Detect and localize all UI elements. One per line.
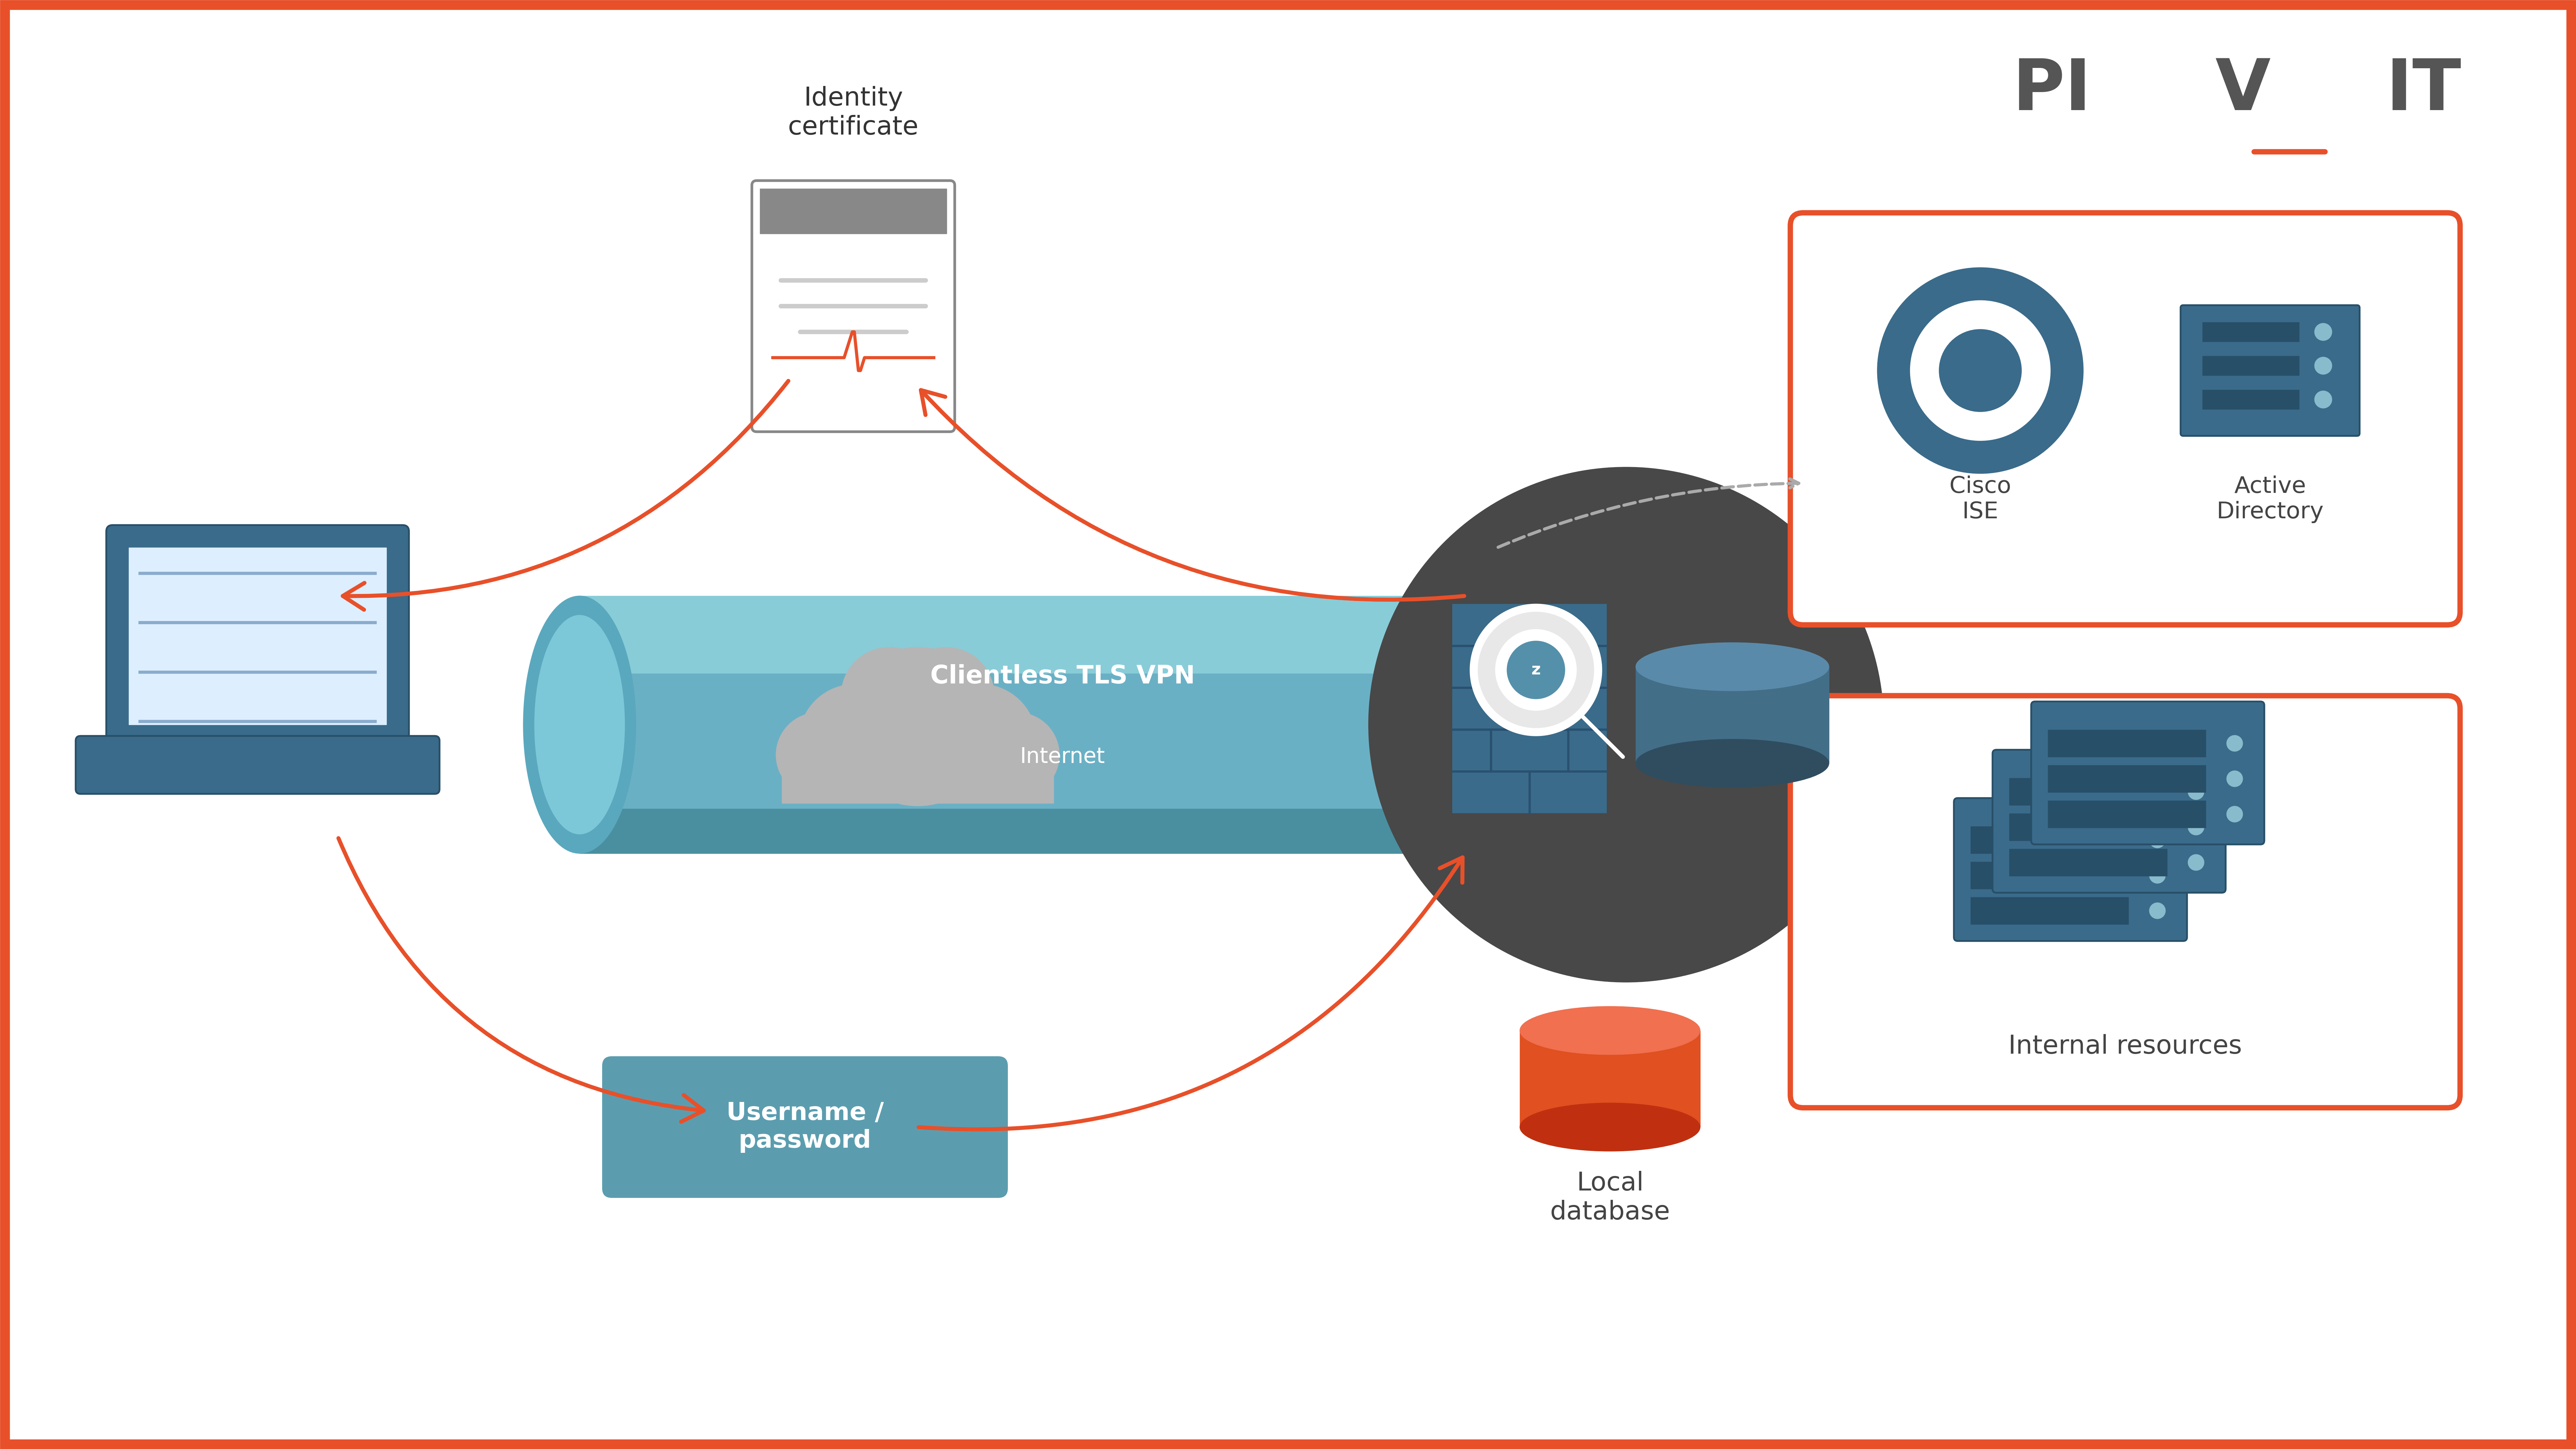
Circle shape (837, 648, 997, 806)
Text: Cisco
ISE: Cisco ISE (1950, 475, 2012, 523)
Bar (1971, 862, 2128, 888)
Ellipse shape (1636, 739, 1829, 787)
Circle shape (2148, 832, 2166, 848)
Text: Local
database: Local database (1551, 1171, 1669, 1224)
Circle shape (1494, 629, 1577, 710)
Bar (2202, 356, 2300, 375)
Ellipse shape (1636, 642, 1829, 691)
Bar (2202, 322, 2300, 342)
FancyBboxPatch shape (603, 1056, 1007, 1198)
Circle shape (1471, 604, 1602, 736)
Bar (1674, 703, 1803, 748)
FancyBboxPatch shape (2179, 306, 2360, 436)
Text: Active
Directory: Active Directory (2215, 475, 2324, 523)
Circle shape (842, 648, 938, 743)
Bar (2048, 801, 2205, 827)
FancyBboxPatch shape (106, 525, 410, 748)
Circle shape (2148, 868, 2166, 884)
Text: z: z (1530, 662, 1540, 678)
Ellipse shape (1783, 703, 1824, 748)
Text: PI: PI (2012, 57, 2092, 125)
Bar (2009, 813, 2166, 840)
Ellipse shape (1654, 703, 1695, 748)
Circle shape (2187, 819, 2205, 835)
Bar (2009, 778, 2166, 806)
Circle shape (1507, 640, 1566, 698)
Circle shape (1940, 329, 2022, 412)
Circle shape (2313, 391, 2331, 409)
Circle shape (2226, 771, 2244, 787)
Ellipse shape (536, 616, 623, 835)
Text: Identity
certificate: Identity certificate (788, 85, 920, 141)
Circle shape (899, 648, 994, 743)
Bar (1453, 604, 1607, 813)
FancyArrowPatch shape (337, 838, 703, 1122)
Text: Username /
password: Username / password (726, 1101, 884, 1153)
Ellipse shape (1520, 1007, 1700, 1055)
Circle shape (2226, 806, 2244, 822)
Bar (580, 809, 1610, 853)
Bar (1971, 897, 2128, 924)
Bar (2009, 849, 2166, 877)
FancyBboxPatch shape (1790, 696, 2460, 1107)
Circle shape (2313, 323, 2331, 341)
Text: V: V (2215, 57, 2272, 125)
Bar (1520, 1030, 1700, 1127)
Circle shape (799, 684, 912, 797)
Bar (2048, 730, 2205, 756)
FancyBboxPatch shape (752, 181, 956, 432)
Ellipse shape (1520, 1103, 1700, 1151)
Circle shape (2313, 356, 2331, 374)
Text: IT: IT (2385, 57, 2463, 125)
Bar (1971, 826, 2128, 853)
Bar (129, 548, 386, 724)
Bar (760, 188, 948, 233)
Text: Internal resources: Internal resources (2009, 1035, 2241, 1059)
Text: Clientless TLS VPN: Clientless TLS VPN (930, 664, 1195, 688)
FancyArrowPatch shape (920, 390, 1463, 600)
Text: Internet: Internet (1020, 746, 1105, 768)
FancyBboxPatch shape (2032, 701, 2264, 845)
Circle shape (922, 684, 1036, 797)
Circle shape (1479, 611, 1595, 727)
Bar (2202, 390, 2300, 409)
FancyArrowPatch shape (920, 858, 1463, 1129)
FancyBboxPatch shape (1790, 213, 2460, 625)
Ellipse shape (523, 596, 636, 853)
FancyBboxPatch shape (1955, 798, 2187, 940)
Circle shape (2187, 855, 2205, 871)
Circle shape (1911, 300, 2050, 440)
Bar (781, 740, 1054, 803)
Circle shape (1368, 467, 1883, 982)
Ellipse shape (1553, 596, 1667, 853)
Bar (580, 640, 1610, 809)
Bar (1636, 667, 1829, 764)
FancyBboxPatch shape (75, 736, 440, 794)
Circle shape (2226, 735, 2244, 752)
Circle shape (2187, 784, 2205, 800)
Circle shape (1878, 268, 2084, 474)
Ellipse shape (1566, 616, 1654, 835)
Bar (580, 596, 1610, 674)
FancyBboxPatch shape (1994, 749, 2226, 893)
Circle shape (974, 713, 1059, 797)
Circle shape (775, 713, 860, 797)
Bar (2048, 765, 2205, 793)
Circle shape (2148, 903, 2166, 919)
FancyArrowPatch shape (343, 381, 788, 610)
